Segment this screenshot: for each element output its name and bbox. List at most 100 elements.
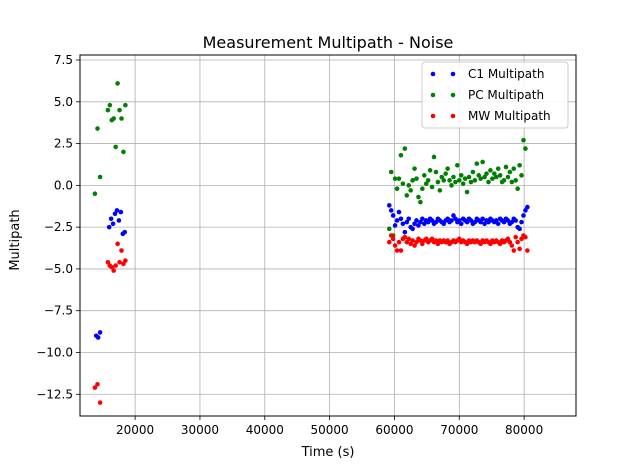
mw-multipath-point [523,234,528,240]
mw-multipath-point [456,236,462,242]
pc-multipath-point [492,171,497,176]
pc-multipath-point [107,102,113,108]
pc-multipath-point [412,166,417,171]
legend-marker [430,113,436,119]
y-tick-label: −7.5 [44,304,73,318]
c1-multipath-point [456,218,462,223]
y-tick-label: 7.5 [54,53,73,67]
mw-multipath-point [404,239,410,245]
pc-multipath-point [95,126,100,131]
c1-multipath-point [416,223,421,228]
mw-multipath-point [402,234,408,240]
pc-multipath-point [115,81,120,86]
pc-multipath-point [511,166,517,171]
c1-multipath-point [390,213,396,218]
c1-multipath-point [421,221,427,227]
mw-multipath-point [410,238,415,243]
pc-multipath-point [505,174,511,180]
c1-multipath-point [420,216,425,222]
pc-multipath-point [123,102,128,108]
c1-multipath-point [445,216,450,222]
c1-multipath-point [406,216,412,222]
legend-marker [450,71,456,77]
mw-multipath-point [105,259,111,265]
mw-multipath-point [517,246,522,252]
pc-multipath-point [416,194,421,200]
mw-multipath-point [398,248,404,253]
legend-marker [450,92,456,98]
plot-frame [79,54,577,417]
pc-multipath-point [462,176,468,181]
mw-multipath-point [386,239,392,245]
c1-multipath-point [108,216,114,222]
c1-multipath-point [486,219,491,225]
c1-multipath-point [433,219,439,225]
c1-multipath-point [118,209,124,215]
pc-multipath-point [493,174,499,180]
pc-multipath-point [519,173,524,178]
y-axis-label: Multipath [8,209,23,270]
c1-multipath-point [97,330,103,335]
mw-multipath-point [121,261,126,267]
mw-multipath-point [390,236,396,242]
legend-marker [450,113,456,119]
mw-multipath-point [111,268,117,273]
pc-multipath-point [501,178,507,183]
c1-multipath-point [458,221,464,227]
pc-multipath-point [521,137,526,143]
mw-multipath-point [412,243,417,248]
mw-multipath-point [394,248,400,253]
legend-marker [430,71,436,77]
c1-multipath-point [402,229,408,235]
pc-multipath-point [414,176,419,181]
c1-multipath-point [505,218,511,223]
c1-multipath-point [495,221,501,227]
mw-multipath-point [420,241,425,247]
c1-multipath-point [412,221,417,227]
mw-multipath-point [109,264,115,270]
pc-multipath-point [423,181,429,186]
c1-multipath-point [493,218,499,223]
c1-multipath-point [392,223,398,228]
c1-multipath-point [449,218,454,223]
mw-multipath-point [429,236,435,242]
mw-multipath-point [435,241,441,247]
c1-multipath-point [398,216,404,222]
c1-multipath-point [521,213,526,218]
pc-multipath-point [408,188,413,193]
legend-label-mw-multipath: MW Multipath [468,109,551,123]
mw-multipath-point [113,263,118,268]
x-tick-label: 50000 [311,423,349,437]
mw-multipath-point [388,233,394,238]
x-tick-label: 30000 [181,423,219,437]
mw-multipath-point [392,243,398,248]
legend-label-pc-multipath: PC Multipath [468,88,544,102]
pc-multipath-point [435,179,441,185]
pc-multipath-point [488,168,493,173]
pc-multipath-point [410,178,415,183]
pc-multipath-point [121,149,126,155]
pc-multipath-point [105,107,111,113]
pc-multipath-point [460,181,466,186]
mw-multipath-point [414,239,419,245]
pc-multipath-point [495,166,501,171]
pc-multipath-point [400,181,406,186]
pc-multipath-point [497,173,503,178]
pc-multipath-point [406,183,412,188]
pc-multipath-point [515,186,520,192]
c1-multipath-point [451,213,456,218]
c1-multipath-point [523,208,528,213]
pc-multipath-point [509,179,515,185]
c1-multipath-point [478,219,483,225]
mw-multipath-point [513,234,519,240]
data-points [92,81,530,405]
c1-multipath-point [519,219,524,225]
pc-multipath-point [113,144,118,150]
c1-multipath-point [501,219,507,225]
c1-multipath-point [114,208,120,213]
y-tick-label: −5.0 [44,262,73,276]
pc-multipath-point [455,163,460,168]
pc-multipath-point [402,146,408,151]
mw-multipath-point [509,243,515,248]
